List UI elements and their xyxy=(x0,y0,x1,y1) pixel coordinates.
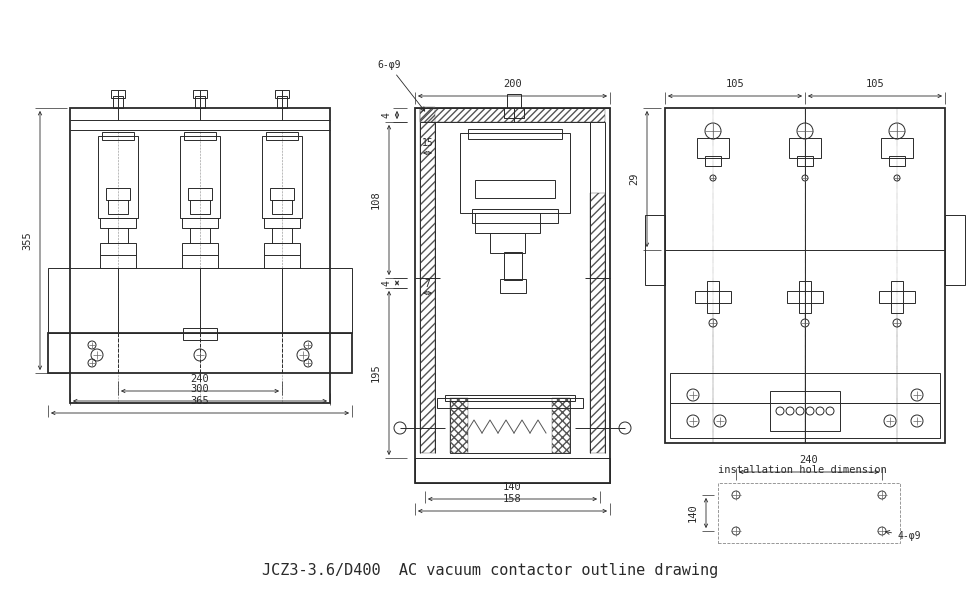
Bar xyxy=(507,94,521,108)
Text: 29: 29 xyxy=(629,173,639,185)
Bar xyxy=(48,268,352,333)
Text: 158: 158 xyxy=(503,494,522,504)
Bar xyxy=(415,108,610,483)
Text: 140: 140 xyxy=(688,504,698,523)
Bar xyxy=(108,228,128,243)
Bar xyxy=(195,96,205,108)
Text: 108: 108 xyxy=(371,191,381,209)
Bar xyxy=(789,138,821,158)
Text: 105: 105 xyxy=(865,79,884,89)
Bar xyxy=(770,391,840,431)
Bar xyxy=(450,398,468,453)
Text: 195: 195 xyxy=(371,364,381,382)
Bar xyxy=(111,90,125,98)
Text: 300: 300 xyxy=(191,384,210,394)
Bar xyxy=(437,398,583,408)
Text: 7: 7 xyxy=(424,279,430,289)
Text: 4: 4 xyxy=(381,280,391,286)
Bar xyxy=(182,243,218,268)
Bar xyxy=(705,156,721,166)
Bar xyxy=(707,281,719,313)
Bar xyxy=(100,243,136,268)
Bar xyxy=(415,458,610,483)
Bar xyxy=(275,90,289,98)
Bar xyxy=(475,213,540,233)
Bar xyxy=(420,107,435,453)
Bar xyxy=(183,328,217,340)
Text: 240: 240 xyxy=(191,374,210,384)
Bar xyxy=(879,291,915,303)
Bar xyxy=(264,243,300,268)
Bar xyxy=(718,483,900,543)
Bar xyxy=(590,193,605,453)
Bar xyxy=(98,136,138,218)
Bar xyxy=(891,281,903,313)
Bar xyxy=(945,215,965,285)
Bar xyxy=(193,90,207,98)
Bar xyxy=(264,218,300,228)
Bar xyxy=(490,233,525,253)
Text: 4: 4 xyxy=(381,112,391,118)
Bar xyxy=(797,156,813,166)
Text: 105: 105 xyxy=(725,79,745,89)
Bar xyxy=(190,200,210,214)
Bar xyxy=(889,156,905,166)
Text: 240: 240 xyxy=(800,455,818,465)
Bar xyxy=(504,252,522,280)
Text: 365: 365 xyxy=(191,396,210,406)
Text: installation hole dimension: installation hole dimension xyxy=(718,465,887,475)
Bar xyxy=(695,291,731,303)
Bar xyxy=(182,218,218,228)
Bar xyxy=(445,395,575,401)
Bar xyxy=(102,132,134,140)
Bar xyxy=(475,180,555,198)
Bar xyxy=(106,188,130,200)
Text: 140: 140 xyxy=(503,482,522,492)
Bar xyxy=(670,373,940,438)
Bar xyxy=(697,138,729,158)
Text: 4-φ9: 4-φ9 xyxy=(886,530,920,541)
Bar xyxy=(645,215,665,285)
Bar xyxy=(180,136,220,218)
Text: 200: 200 xyxy=(503,79,522,89)
Bar xyxy=(48,333,352,373)
Bar xyxy=(270,188,294,200)
Bar xyxy=(460,133,570,213)
Bar xyxy=(500,279,526,293)
Bar xyxy=(113,96,123,108)
Bar xyxy=(272,200,292,214)
Bar xyxy=(799,281,811,313)
Bar xyxy=(188,188,212,200)
Bar xyxy=(184,132,216,140)
Bar xyxy=(420,108,605,122)
Bar xyxy=(504,108,524,118)
Bar xyxy=(272,228,292,243)
Bar xyxy=(665,108,945,443)
Text: 6-φ9: 6-φ9 xyxy=(377,60,424,111)
Bar xyxy=(277,96,287,108)
Bar xyxy=(70,108,330,403)
Bar xyxy=(100,218,136,228)
Bar xyxy=(787,291,823,303)
Bar xyxy=(552,398,570,453)
Bar xyxy=(108,200,128,214)
Bar xyxy=(468,129,562,139)
Bar xyxy=(881,138,913,158)
Bar xyxy=(266,132,298,140)
Bar xyxy=(262,136,302,218)
Text: JCZ3-3.6/D400  AC vacuum contactor outline drawing: JCZ3-3.6/D400 AC vacuum contactor outlin… xyxy=(262,563,718,578)
Text: 355: 355 xyxy=(22,231,32,250)
Bar xyxy=(450,398,570,453)
Bar xyxy=(472,209,558,223)
Bar xyxy=(190,228,210,243)
Text: 15: 15 xyxy=(421,138,433,148)
